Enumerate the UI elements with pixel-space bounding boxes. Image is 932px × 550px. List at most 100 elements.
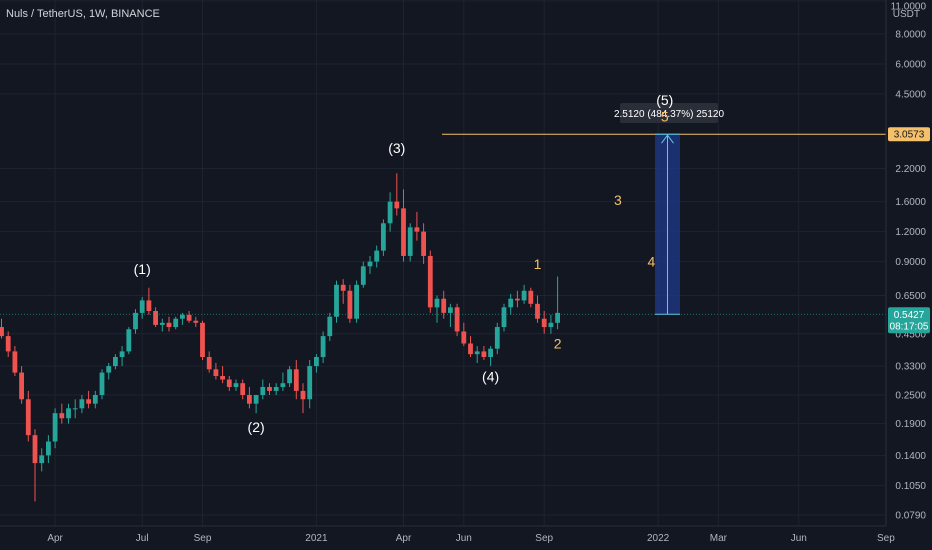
- wave-label: (3): [388, 140, 405, 156]
- wave-label: (2): [248, 419, 265, 435]
- measure-tooltip-text: 2.5120 (484.37%) 25120: [614, 109, 725, 120]
- current-price-label: 0.5427: [894, 310, 925, 321]
- price-axis-background: [886, 0, 932, 550]
- time-tick-label: Jul: [136, 533, 149, 544]
- measure-tooltip: [620, 103, 718, 123]
- candle-body: [59, 413, 65, 419]
- candle-body: [427, 255, 433, 308]
- candle-body: [153, 310, 158, 325]
- time-tick-label: Apr: [396, 533, 412, 544]
- time-tick-label: Jun: [791, 533, 807, 544]
- candle-body: [461, 331, 467, 344]
- candle-body: [340, 284, 346, 291]
- time-tick-label: Sep: [194, 533, 212, 544]
- price-tick-label: 0.3300: [895, 362, 926, 373]
- current-price-badge: [888, 307, 930, 334]
- price-axis[interactable]: 11.0000 8.0000 6.0000 4.5000 2.2000 1.6000 1.2…: [885, 0, 932, 550]
- price-tick-label: 2.2000: [895, 164, 926, 175]
- candle-body: [488, 348, 493, 358]
- wave-label: 1: [534, 256, 542, 272]
- candle-body: [374, 250, 380, 262]
- candle-body: [407, 227, 413, 256]
- candle-body: [434, 298, 440, 308]
- time-tick-label: 2022: [647, 533, 670, 544]
- candle-body: [501, 307, 507, 328]
- candle-body: [0, 327, 4, 337]
- price-tick-label: 0.0790: [895, 511, 926, 522]
- candle-body: [92, 395, 98, 404]
- candle-body: [347, 290, 353, 319]
- measure-arrowhead: [661, 134, 674, 144]
- candle-body: [421, 231, 426, 256]
- price-axis-unit: USDT: [893, 9, 920, 20]
- price-tick-label: 1.6000: [895, 197, 926, 208]
- wave-label: (4): [482, 368, 499, 384]
- price-tick-label: 4.5000: [895, 89, 926, 100]
- time-tick-label: 2021: [305, 533, 328, 544]
- candle-body: [367, 261, 373, 267]
- price-tick-label: 0.9000: [895, 257, 926, 268]
- candle-body: [548, 322, 554, 328]
- candle-body: [508, 298, 514, 308]
- time-axis[interactable]: Apr Jul Sep 2021 Apr Jun Sep 2022 Mar Jun Sep: [0, 525, 895, 544]
- candle-body: [247, 395, 252, 404]
- candle-body: [260, 386, 266, 396]
- candle-body: [387, 201, 393, 224]
- price-tick-label: 0.2500: [895, 391, 926, 402]
- candle-body: [126, 329, 132, 352]
- candle-body: [474, 351, 480, 355]
- candle-body: [314, 357, 319, 367]
- price-tick-label: 0.1400: [895, 451, 926, 462]
- candle-body: [448, 307, 453, 313]
- candle-body: [481, 351, 487, 358]
- wave-label: 2: [554, 336, 562, 352]
- candle-body: [72, 408, 78, 410]
- price-tick-label: 0.1900: [895, 419, 926, 430]
- price-tick-label: 0.4500: [895, 329, 926, 340]
- candle-body: [381, 223, 386, 251]
- candle-body: [220, 376, 225, 380]
- price-tick-label: 0.1050: [895, 481, 926, 492]
- candle-body: [334, 284, 339, 317]
- candle-body: [273, 386, 279, 391]
- candle-body: [5, 336, 11, 352]
- time-tick-label: Apr: [47, 533, 63, 544]
- candle-body: [293, 369, 299, 391]
- candle-body: [146, 300, 152, 311]
- candle-body: [193, 320, 199, 323]
- price-tick-label: 1.2000: [895, 227, 926, 238]
- wave-label: (5): [656, 92, 673, 108]
- candle-body: [12, 351, 18, 373]
- candle-body: [139, 300, 145, 313]
- candle-body: [441, 298, 447, 313]
- candle-body: [320, 336, 326, 358]
- candle-body: [173, 318, 179, 328]
- candle-body: [267, 386, 272, 391]
- price-tick-label: 6.0000: [895, 59, 926, 70]
- candle-body: [25, 399, 31, 436]
- candle-body: [99, 372, 105, 396]
- candle-body: [166, 322, 172, 328]
- candle-body: [515, 298, 520, 301]
- countdown-label: 08:17:05: [890, 321, 929, 332]
- symbol-title: Nuls / TetherUS, 1W, BINANCE: [6, 8, 160, 20]
- price-tick-label: 0.6500: [895, 291, 926, 302]
- candle-body: [206, 357, 212, 370]
- candle-body: [46, 441, 51, 456]
- target-price-badge: [888, 127, 930, 142]
- candle-body: [541, 318, 547, 328]
- candle-body: [401, 208, 406, 256]
- candle-body: [79, 399, 85, 409]
- candle-body: [468, 343, 473, 355]
- candle-body: [200, 322, 205, 358]
- candle-body: [287, 369, 292, 384]
- wave-label: 3: [614, 192, 622, 208]
- candle-body: [528, 290, 534, 304]
- wave-annotations: (1) (2) (3) (4) (5)5 3 4 1 2: [134, 92, 674, 435]
- candle-body: [213, 369, 219, 377]
- candle-body: [535, 303, 540, 319]
- candle-body: [360, 266, 366, 285]
- candle-body: [300, 390, 306, 400]
- grid: [0, 0, 887, 526]
